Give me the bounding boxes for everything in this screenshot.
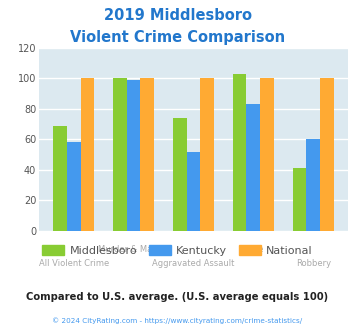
- Bar: [67, 143, 81, 231]
- Text: © 2024 CityRating.com - https://www.cityrating.com/crime-statistics/: © 2024 CityRating.com - https://www.city…: [53, 317, 302, 324]
- Bar: [200, 79, 214, 231]
- Bar: [81, 79, 94, 231]
- Bar: [141, 79, 154, 231]
- Bar: [306, 139, 320, 231]
- Bar: [53, 126, 67, 231]
- Text: Violent Crime Comparison: Violent Crime Comparison: [70, 30, 285, 45]
- Text: Murder & Mans...: Murder & Mans...: [98, 245, 170, 254]
- Bar: [320, 79, 334, 231]
- Bar: [260, 79, 274, 231]
- Bar: [246, 104, 260, 231]
- Text: 2019 Middlesboro: 2019 Middlesboro: [104, 8, 251, 23]
- Bar: [127, 80, 141, 231]
- Bar: [293, 168, 306, 231]
- Text: All Violent Crime: All Violent Crime: [39, 259, 109, 268]
- Bar: [113, 79, 127, 231]
- Bar: [233, 74, 246, 231]
- Bar: [173, 118, 187, 231]
- Text: Compared to U.S. average. (U.S. average equals 100): Compared to U.S. average. (U.S. average …: [26, 292, 329, 302]
- Text: Robbery: Robbery: [296, 259, 331, 268]
- Text: Aggravated Assault: Aggravated Assault: [152, 259, 235, 268]
- Legend: Middlesboro, Kentucky, National: Middlesboro, Kentucky, National: [38, 241, 317, 260]
- Text: Rape: Rape: [242, 245, 264, 254]
- Bar: [187, 152, 200, 231]
